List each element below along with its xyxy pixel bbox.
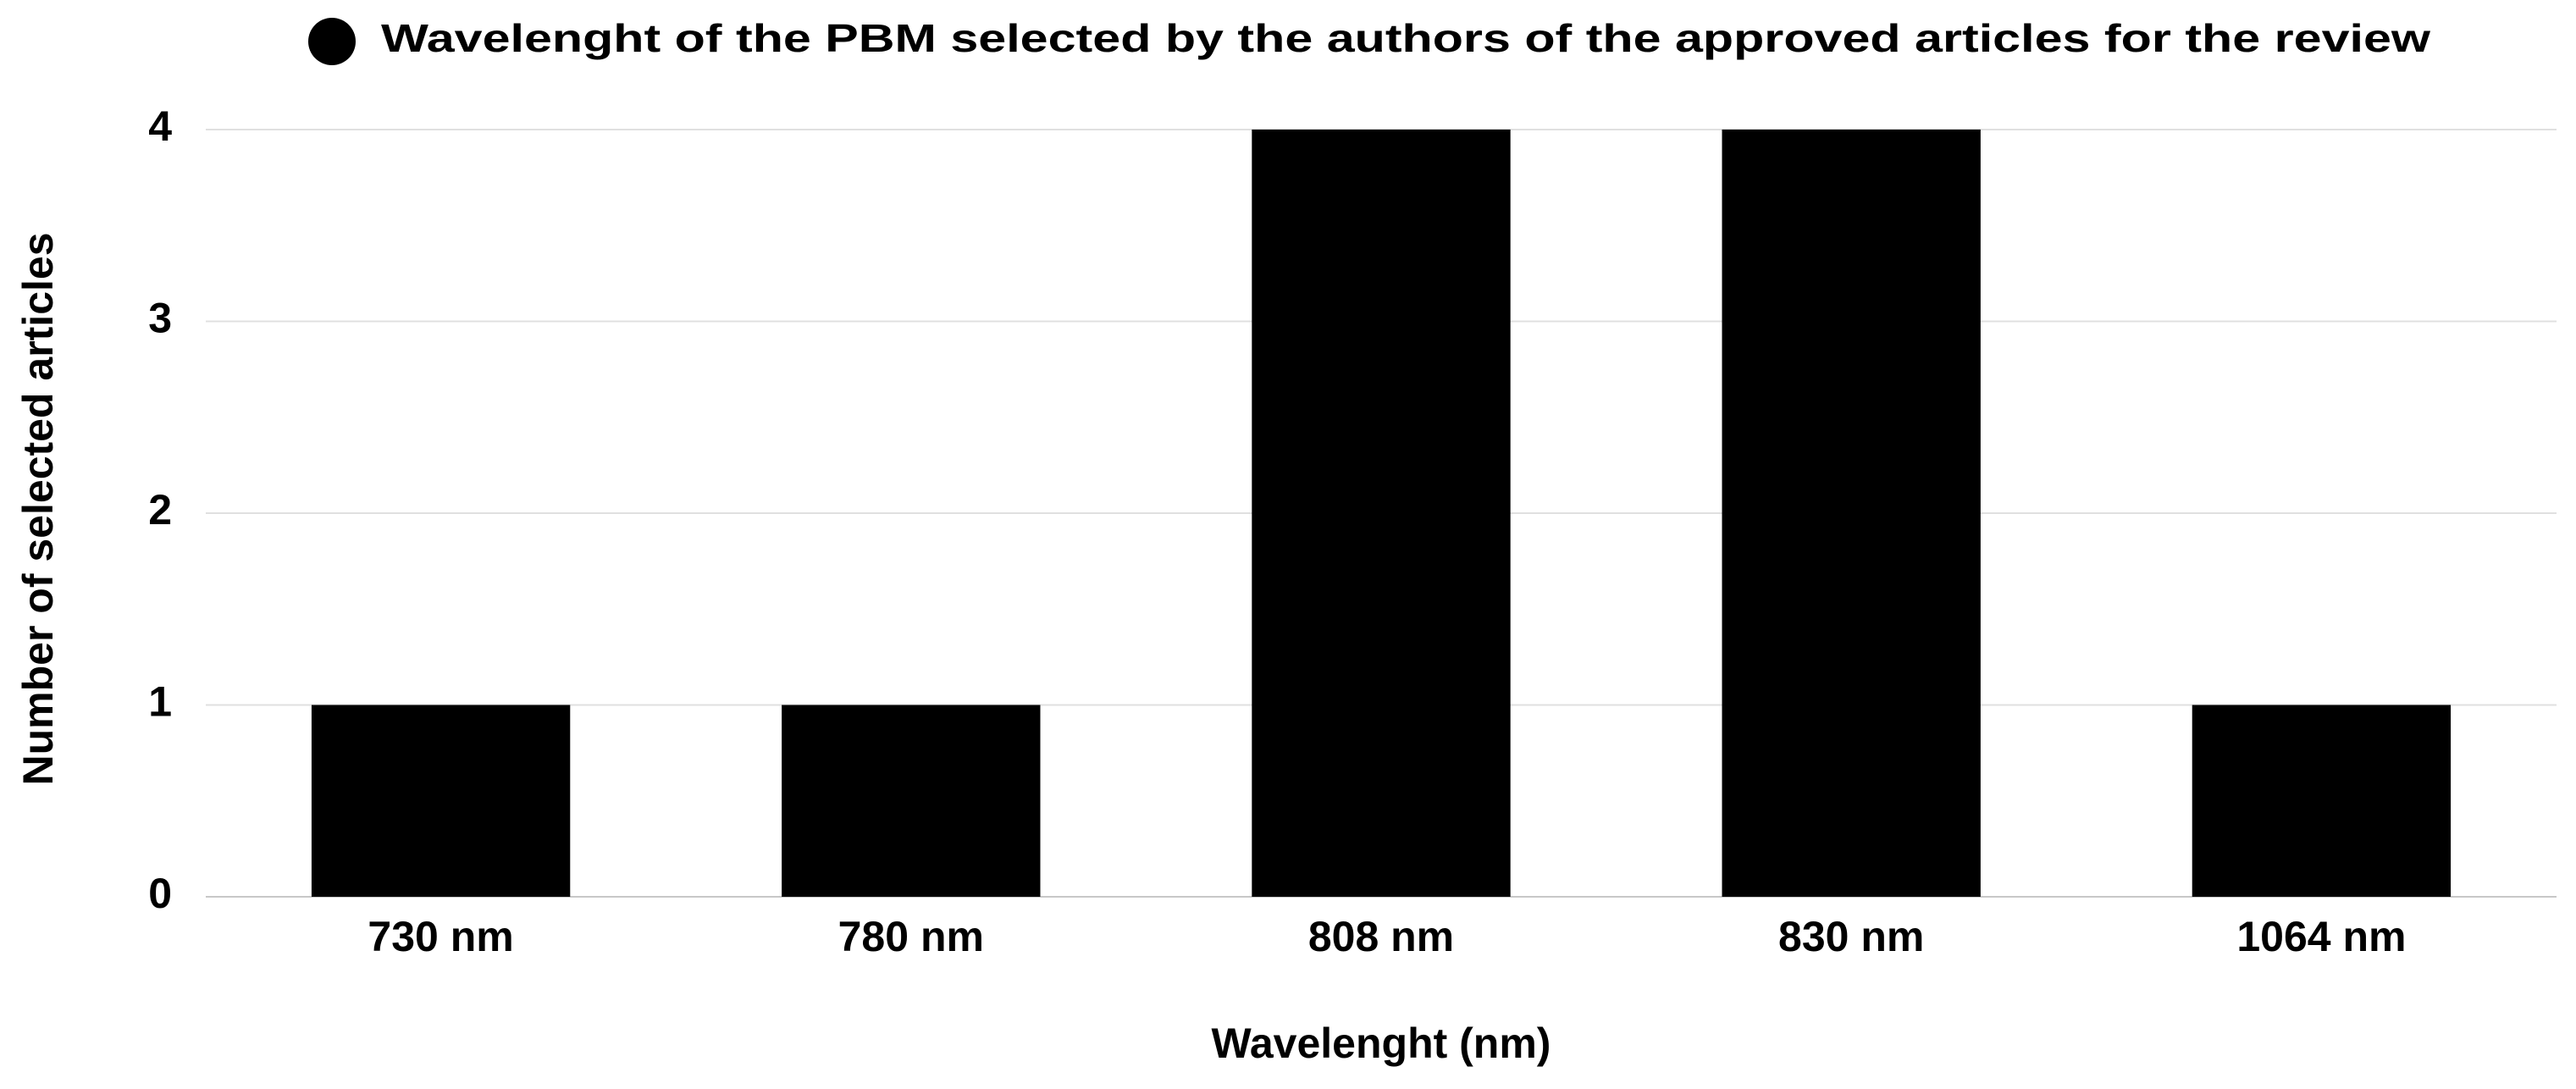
x-tick-label: 808 nm bbox=[1308, 913, 1454, 960]
legend-label: Wavelenght of the PBM selected by the au… bbox=[381, 16, 2430, 60]
bar bbox=[311, 705, 571, 897]
y-tick-label: 4 bbox=[148, 102, 172, 150]
y-tick-label: 2 bbox=[148, 486, 172, 533]
x-tick-label: 780 nm bbox=[838, 913, 984, 960]
x-axis-title: Wavelenght (nm) bbox=[1212, 1020, 1551, 1067]
bar bbox=[1252, 130, 1511, 897]
y-axis-title: Number of selected articles bbox=[14, 232, 62, 785]
x-tick-label: 730 nm bbox=[368, 913, 513, 960]
bar bbox=[2192, 705, 2452, 897]
y-tick-label: 1 bbox=[148, 678, 172, 726]
y-tick-label: 0 bbox=[148, 870, 172, 917]
legend-marker bbox=[308, 18, 356, 65]
bar bbox=[782, 705, 1041, 897]
bar bbox=[1722, 130, 1981, 897]
x-tick-label: 1064 nm bbox=[2236, 913, 2406, 960]
y-tick-label: 3 bbox=[148, 295, 172, 342]
x-tick-label: 830 nm bbox=[1778, 913, 1924, 960]
